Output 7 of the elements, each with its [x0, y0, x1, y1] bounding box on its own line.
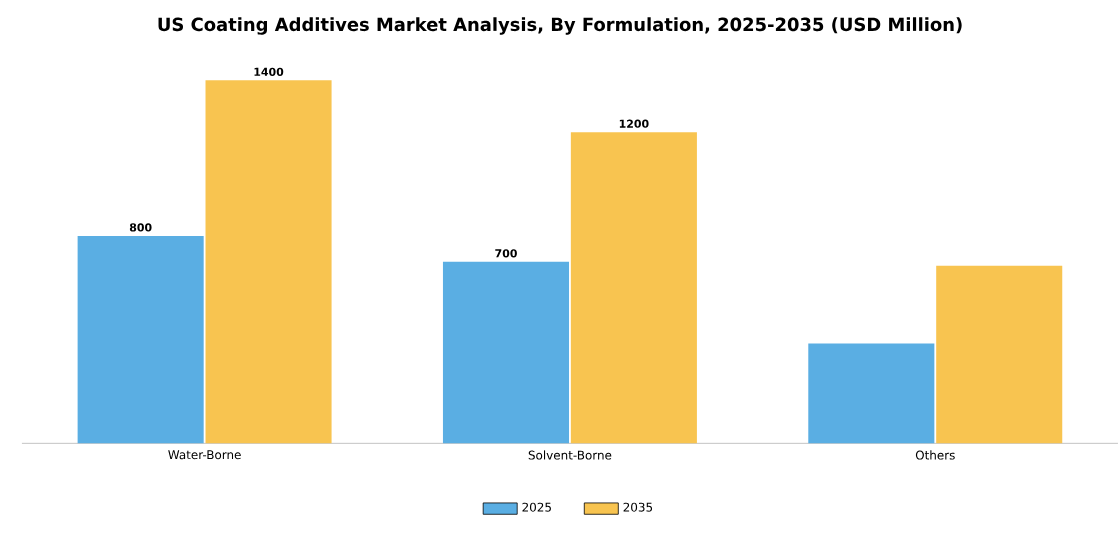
bar [205, 80, 332, 444]
chart-title: US Coating Additives Market Analysis, By Formulation, 2025-2035 (USD Million) [158, 17, 962, 35]
bar [808, 343, 935, 444]
bar [77, 235, 204, 444]
bar [442, 261, 570, 444]
bar [570, 132, 697, 444]
bar [936, 265, 1063, 444]
